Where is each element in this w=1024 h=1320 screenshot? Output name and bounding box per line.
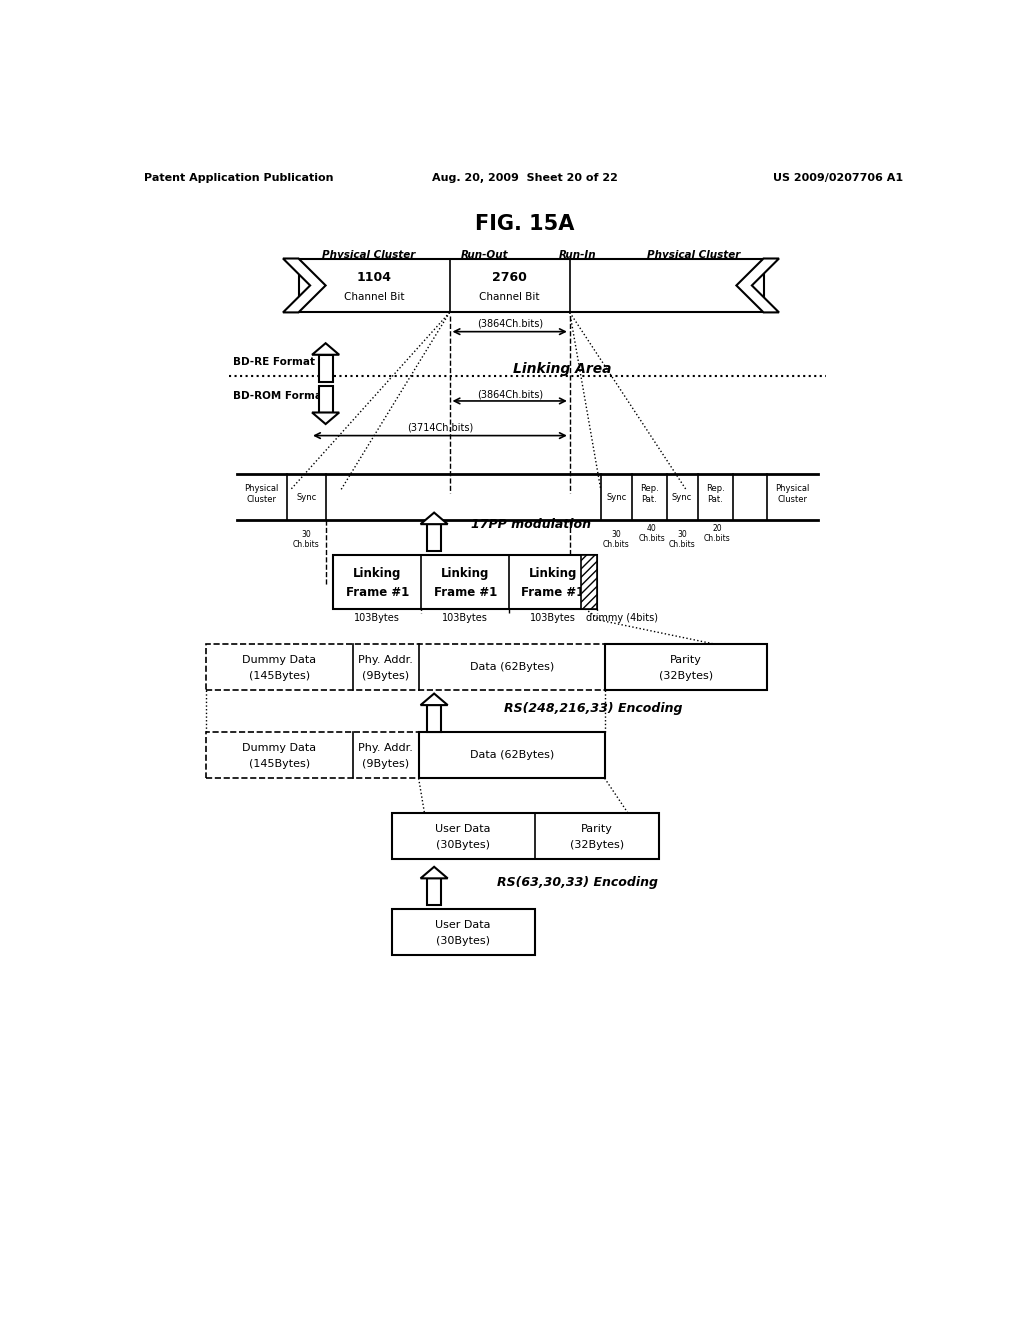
- Polygon shape: [421, 867, 447, 878]
- Text: Channel Bit: Channel Bit: [344, 292, 404, 302]
- Text: Linking: Linking: [441, 568, 489, 581]
- Bar: [206, 733, 419, 779]
- Text: 30
Ch.bits: 30 Ch.bits: [293, 529, 319, 549]
- Bar: [334, 554, 597, 609]
- Text: dummy (4bits): dummy (4bits): [586, 612, 657, 623]
- Polygon shape: [427, 705, 441, 733]
- Text: (32Bytes): (32Bytes): [569, 841, 624, 850]
- Text: Physical Cluster: Physical Cluster: [647, 249, 740, 260]
- Text: Run-Out: Run-Out: [461, 249, 508, 260]
- Text: Dummy Data: Dummy Data: [242, 743, 316, 754]
- Text: Frame #1: Frame #1: [521, 586, 585, 599]
- Text: Linking: Linking: [528, 568, 578, 581]
- Text: Linking: Linking: [353, 568, 401, 581]
- Text: Channel Bit: Channel Bit: [479, 292, 540, 302]
- Text: (145Bytes): (145Bytes): [249, 759, 309, 770]
- Text: Linking Area: Linking Area: [513, 363, 611, 376]
- Text: Dummy Data: Dummy Data: [242, 655, 316, 665]
- Text: 40
Ch.bits: 40 Ch.bits: [638, 524, 665, 543]
- Text: 30
Ch.bits: 30 Ch.bits: [669, 529, 695, 549]
- Bar: [419, 733, 604, 779]
- Text: Sync: Sync: [672, 492, 692, 502]
- Text: 20
Ch.bits: 20 Ch.bits: [705, 524, 731, 543]
- Text: Data (62Bytes): Data (62Bytes): [469, 750, 554, 760]
- Text: 103Bytes: 103Bytes: [354, 612, 400, 623]
- Text: 103Bytes: 103Bytes: [530, 612, 575, 623]
- Text: Phy. Addr.: Phy. Addr.: [358, 655, 413, 665]
- Bar: [604, 644, 767, 689]
- Polygon shape: [312, 343, 339, 355]
- Polygon shape: [427, 524, 441, 552]
- Text: Data (62Bytes): Data (62Bytes): [469, 661, 554, 672]
- Text: (3864Ch.bits): (3864Ch.bits): [476, 319, 543, 329]
- Text: 2760: 2760: [493, 271, 527, 284]
- Text: (9Bytes): (9Bytes): [362, 671, 410, 681]
- Text: (145Bytes): (145Bytes): [249, 671, 309, 681]
- Bar: [299, 259, 764, 313]
- Polygon shape: [312, 412, 339, 424]
- Text: Rep.
Pat.: Rep. Pat.: [706, 484, 724, 504]
- Text: (30Bytes): (30Bytes): [436, 936, 490, 946]
- Text: Rep.
Pat.: Rep. Pat.: [640, 484, 658, 504]
- Text: RS(248,216,33) Encoding: RS(248,216,33) Encoding: [504, 702, 682, 715]
- Text: User Data: User Data: [435, 920, 490, 931]
- Text: 30
Ch.bits: 30 Ch.bits: [603, 529, 630, 549]
- Polygon shape: [318, 385, 333, 412]
- Text: Physical
Cluster: Physical Cluster: [245, 484, 279, 504]
- Text: US 2009/0207706 A1: US 2009/0207706 A1: [773, 173, 903, 182]
- Text: Sync: Sync: [606, 492, 627, 502]
- Bar: [206, 644, 604, 689]
- Polygon shape: [421, 693, 447, 705]
- Text: (3864Ch.bits): (3864Ch.bits): [476, 389, 543, 399]
- Text: Sync: Sync: [296, 492, 316, 502]
- Polygon shape: [427, 878, 441, 906]
- Text: RS(63,30,33) Encoding: RS(63,30,33) Encoding: [497, 875, 658, 888]
- Polygon shape: [736, 259, 779, 313]
- Text: Patent Application Publication: Patent Application Publication: [143, 173, 333, 182]
- Text: Physical Cluster: Physical Cluster: [322, 249, 415, 260]
- Text: User Data: User Data: [435, 824, 490, 834]
- Text: FIG. 15A: FIG. 15A: [475, 214, 574, 234]
- Text: Aug. 20, 2009  Sheet 20 of 22: Aug. 20, 2009 Sheet 20 of 22: [432, 173, 617, 182]
- Text: BD-ROM Format: BD-ROM Format: [232, 391, 327, 400]
- Bar: [391, 813, 658, 859]
- Polygon shape: [421, 512, 447, 524]
- Text: 1104: 1104: [356, 271, 391, 284]
- Bar: [582, 554, 597, 609]
- Text: Parity: Parity: [670, 655, 701, 665]
- Text: Physical
Cluster: Physical Cluster: [775, 484, 810, 504]
- Polygon shape: [318, 355, 333, 381]
- Text: (30Bytes): (30Bytes): [436, 841, 490, 850]
- Text: Phy. Addr.: Phy. Addr.: [358, 743, 413, 754]
- Text: (9Bytes): (9Bytes): [362, 759, 410, 770]
- Bar: [391, 909, 535, 956]
- Text: Frame #1: Frame #1: [346, 586, 409, 599]
- Text: (3714Ch.bits): (3714Ch.bits): [407, 422, 473, 433]
- Text: Run-In: Run-In: [559, 249, 596, 260]
- Text: Parity: Parity: [581, 824, 612, 834]
- Text: BD-RE Format: BD-RE Format: [232, 358, 314, 367]
- Text: 103Bytes: 103Bytes: [442, 612, 488, 623]
- Text: (32Bytes): (32Bytes): [658, 671, 713, 681]
- Text: 17PP modulation: 17PP modulation: [471, 517, 591, 531]
- Polygon shape: [283, 259, 326, 313]
- Text: Frame #1: Frame #1: [433, 586, 497, 599]
